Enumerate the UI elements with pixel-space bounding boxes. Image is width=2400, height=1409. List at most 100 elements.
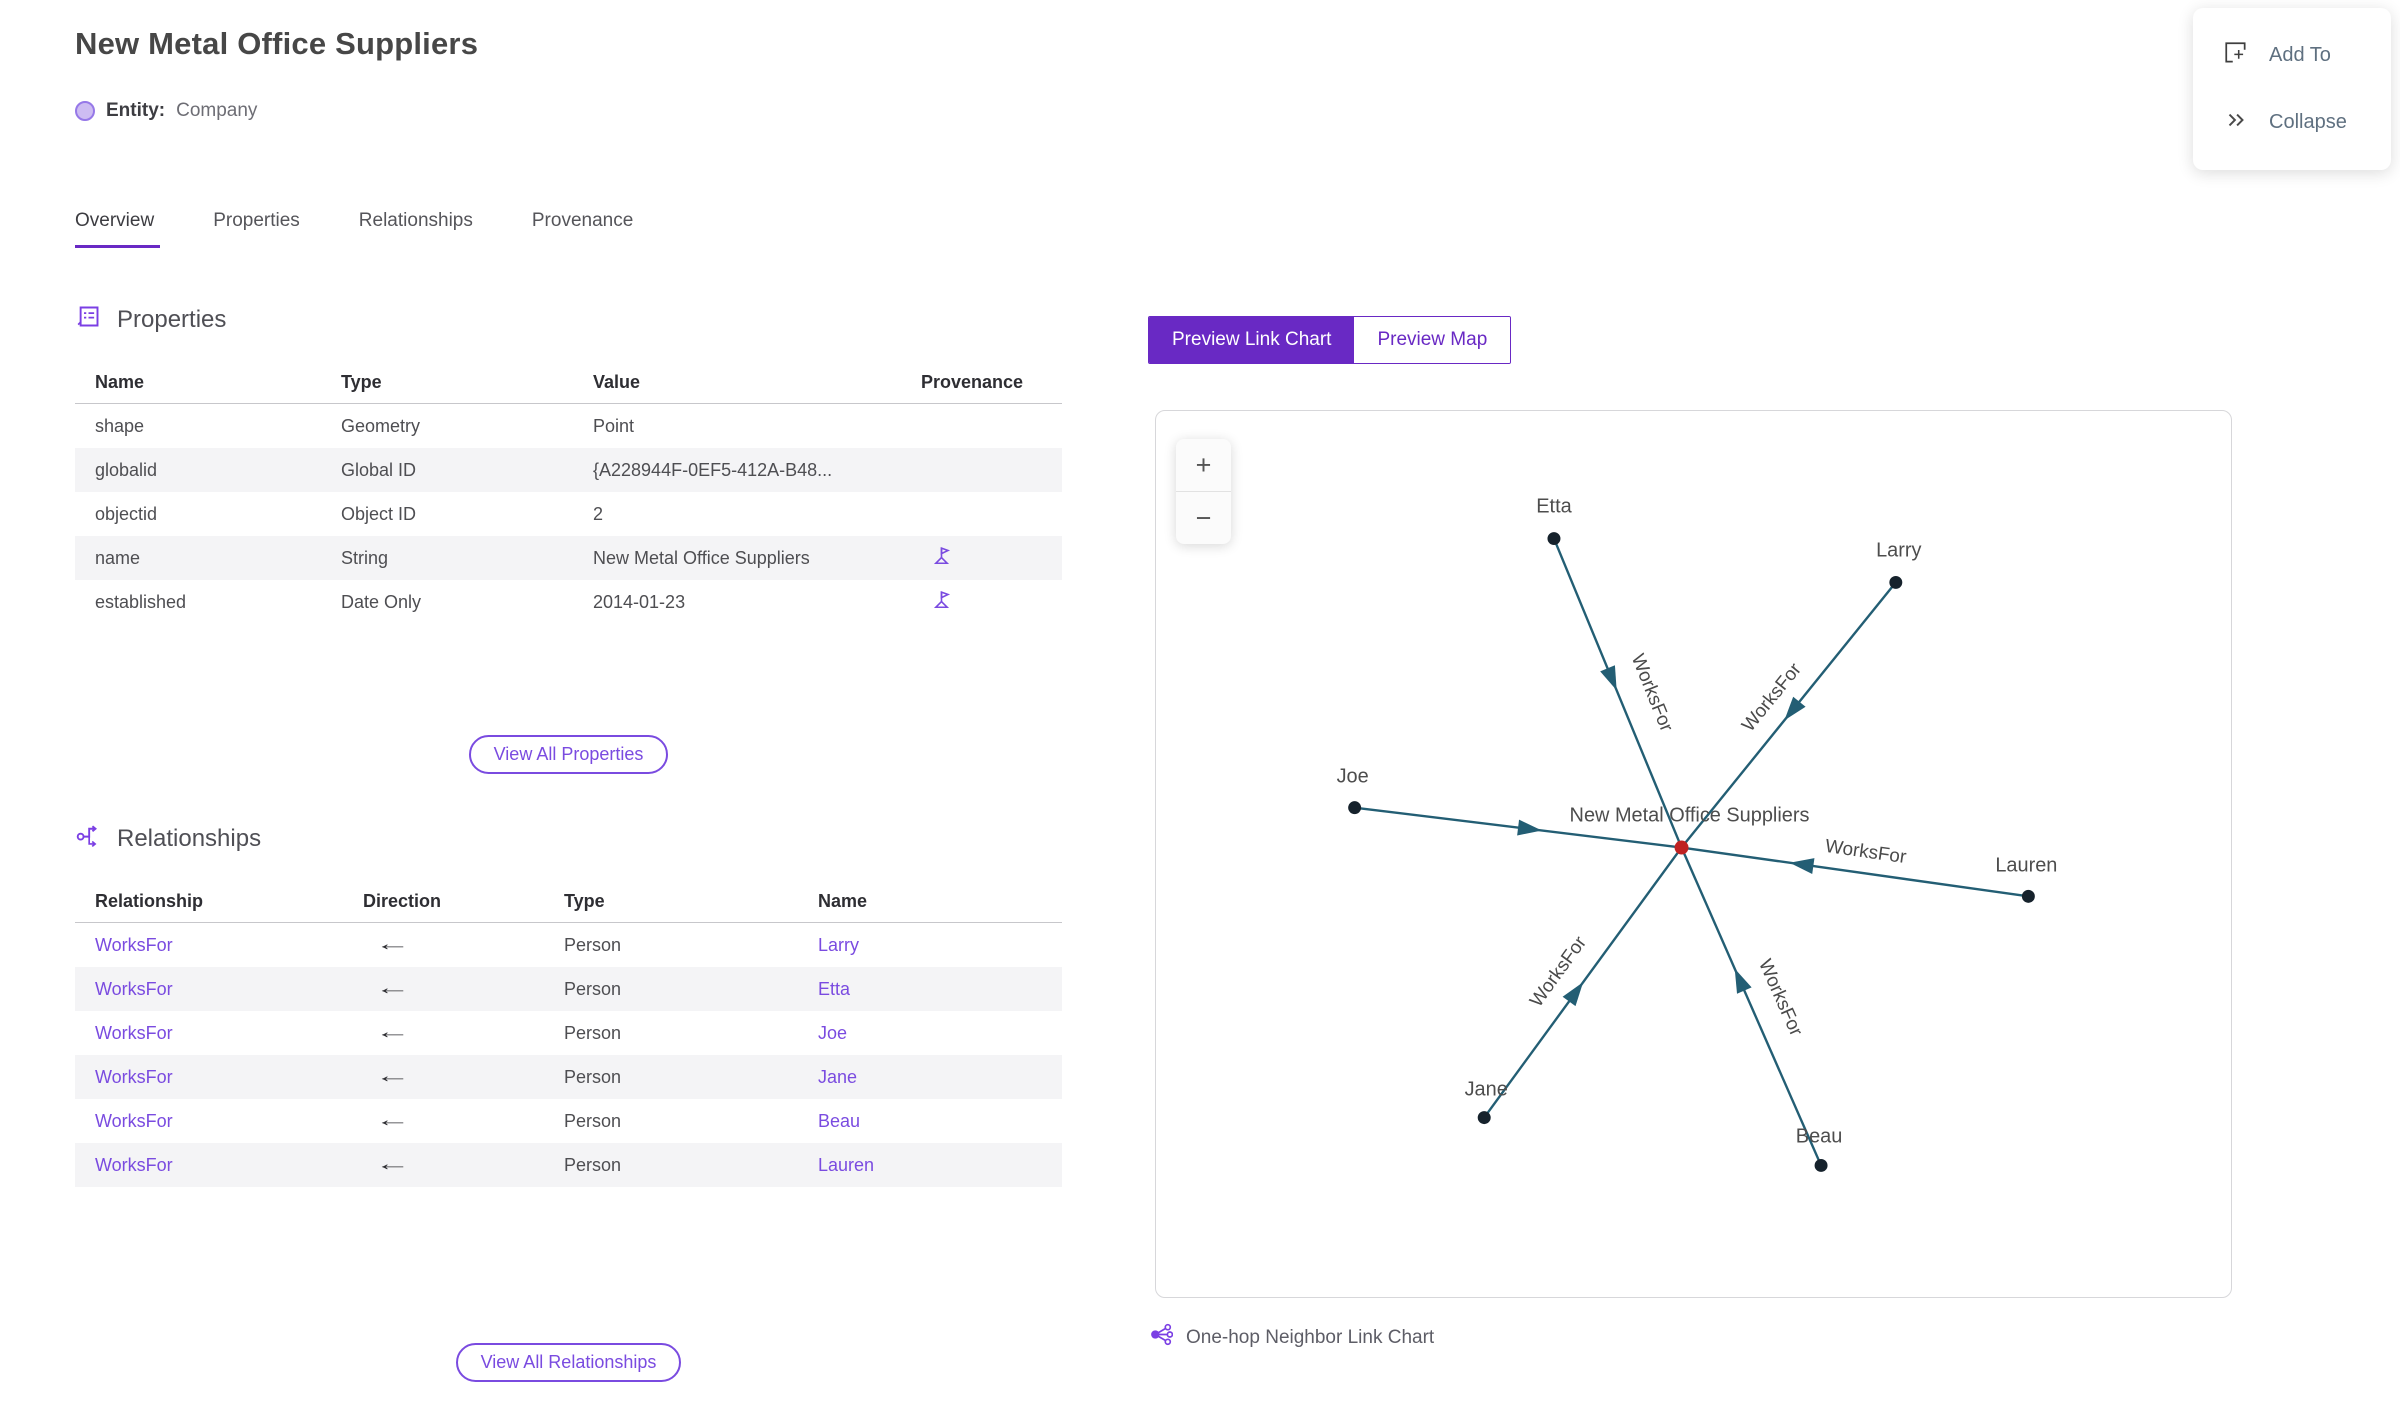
zoom-control: + − [1176, 439, 1231, 544]
one-hop-link-chart-icon [1148, 1322, 1174, 1353]
edge-arrow-lauren [1789, 858, 1815, 874]
flag-icon[interactable] [921, 545, 952, 571]
link-chart-canvas[interactable]: WorksFor WorksFor WorksFor WorksFor WorksFor… [1156, 411, 2230, 1296]
relationship-name-link[interactable]: Lauren [818, 1154, 875, 1175]
relationship-name-link[interactable]: Jane [818, 1066, 858, 1087]
node-lauren[interactable] [2021, 889, 2035, 903]
relationships-section-title: Relationships [117, 825, 262, 852]
double-chevron-right-icon [2223, 107, 2249, 139]
property-name-cell: objectid [95, 503, 158, 524]
property-name-cell: shape [95, 415, 145, 436]
property-value-cell: 2014-01-23 [593, 591, 686, 612]
entity-type-value: Company [176, 100, 258, 121]
edge-arrow-larry [1784, 696, 1806, 721]
zoom-in-button[interactable]: + [1195, 449, 1212, 480]
tab-provenance[interactable]: Provenance [531, 210, 634, 231]
view-all-properties-button[interactable]: View All Properties [468, 735, 669, 774]
entity-type-badge [75, 101, 95, 121]
add-to-frame-icon [2223, 40, 2249, 72]
relationships-table-row: WorksFor ← Person Etta [75, 967, 1062, 1011]
left-arrow-icon: ← [374, 1066, 411, 1087]
node-joe[interactable] [1348, 801, 1362, 815]
page-title: New Metal Office Suppliers [75, 26, 479, 61]
relationship-type-link[interactable]: WorksFor [95, 1154, 173, 1175]
node-label-company: New Metal Office Suppliers [1570, 805, 1810, 827]
relationships-table-row: WorksFor ← Person Larry [75, 923, 1062, 967]
property-name-cell: name [95, 547, 141, 568]
preview-segment-link-chart[interactable]: Preview Link Chart [1149, 317, 1355, 363]
relationship-type-link[interactable]: WorksFor [95, 978, 173, 999]
left-arrow-icon: ← [374, 1154, 411, 1175]
relationship-direction-cell: ← [363, 1022, 564, 1044]
edge-arrow-etta [1600, 665, 1617, 691]
add-to-button[interactable]: Add To [2223, 40, 2391, 72]
node-label-beau: Beau [1796, 1126, 1843, 1148]
properties-table-row: name String New Metal Office Suppliers [75, 536, 1062, 580]
edge-arrow-jane [1562, 982, 1584, 1007]
preview-segment-map[interactable]: Preview Map [1354, 317, 1511, 363]
collapse-button[interactable]: Collapse [2223, 107, 2391, 139]
relationship-name-link[interactable]: Beau [818, 1110, 861, 1131]
node-beau[interactable] [1814, 1158, 1828, 1172]
property-type-cell: Date Only [341, 591, 422, 612]
edge-line-lauren [1681, 846, 2029, 898]
edge-label-jane: WorksFor [1526, 933, 1591, 1011]
node-company-center[interactable] [1674, 840, 1689, 855]
left-arrow-icon: ← [374, 978, 411, 999]
relationship-name-link[interactable]: Larry [818, 934, 860, 955]
node-label-joe: Joe [1337, 766, 1369, 788]
left-arrow-icon: ← [374, 1022, 411, 1043]
relationship-direction-cell: ← [363, 978, 564, 1000]
edge-label-larry: WorksFor [1738, 659, 1806, 736]
zoom-out-button[interactable]: − [1176, 491, 1231, 544]
tab-overview[interactable]: Overview [75, 210, 161, 248]
tab-properties[interactable]: Properties [213, 210, 300, 231]
relationship-entity-type-cell: Person [564, 1022, 622, 1043]
relationship-name-link[interactable]: Etta [818, 978, 851, 999]
relationship-name-link[interactable]: Joe [818, 1022, 848, 1043]
relationships-column-header: Name [818, 890, 868, 911]
properties-table-row: objectid Object ID 2 [75, 492, 1062, 536]
properties-table-row: shape Geometry Point [75, 404, 1062, 448]
property-name-cell: globalid [95, 459, 158, 480]
relationships-table-header: Relationship Direction Type Name [75, 880, 1062, 923]
edge-line-beau [1680, 847, 1823, 1166]
collapse-label: Collapse [2269, 111, 2347, 133]
edge-arrow-beau [1734, 968, 1752, 994]
properties-column-header: Name [95, 371, 145, 392]
node-larry[interactable] [1889, 575, 1903, 589]
node-jane[interactable] [1477, 1111, 1491, 1125]
tab-relationships[interactable]: Relationships [358, 210, 473, 231]
relationship-type-link[interactable]: WorksFor [95, 934, 173, 955]
relationship-type-link[interactable]: WorksFor [95, 1110, 173, 1131]
properties-table: Name Type Value Provenance shape Geometry Poi… [75, 361, 1062, 624]
link-chart-panel: WorksFor WorksFor WorksFor WorksFor WorksFor… [1155, 410, 2232, 1298]
properties-table-row: established Date Only 2014-01-23 [75, 580, 1062, 624]
node-etta[interactable] [1547, 532, 1561, 546]
relationship-direction-cell: ← [363, 934, 564, 956]
property-type-cell: Geometry [341, 415, 421, 436]
relationship-entity-type-cell: Person [564, 1154, 622, 1175]
view-all-relationships-button[interactable]: View All Relationships [455, 1343, 682, 1382]
properties-table-header: Name Type Value Provenance [75, 361, 1062, 404]
property-provenance-cell [921, 589, 1062, 615]
tab-bar: Overview Properties Relationships Provenanc… [75, 210, 639, 248]
relationship-entity-type-cell: Person [564, 1066, 622, 1087]
relationships-column-header: Relationship [95, 890, 204, 911]
chart-caption: One-hop Neighbor Link Chart [1148, 1322, 1434, 1353]
entity-subtitle: Entity: Company [75, 100, 257, 122]
relationships-table: Relationship Direction Type Name WorksFor ← P… [75, 880, 1062, 1187]
properties-column-header: Provenance [921, 371, 1024, 392]
relationship-type-link[interactable]: WorksFor [95, 1022, 173, 1043]
relationships-table-row: WorksFor ← Person Jane [75, 1055, 1062, 1099]
property-value-cell: {A228944F-0EF5-412A-B48... [593, 459, 833, 480]
relationships-section: Relationships Relationship Direction Type N… [75, 822, 1062, 1187]
property-value-cell: Point [593, 415, 635, 436]
properties-section-header: Properties [75, 303, 1062, 337]
relationships-table-row: WorksFor ← Person Joe [75, 1011, 1062, 1055]
relationships-column-header: Type [564, 890, 605, 911]
relationship-type-link[interactable]: WorksFor [95, 1066, 173, 1087]
relationship-entity-type-cell: Person [564, 934, 622, 955]
flag-icon[interactable] [921, 589, 952, 615]
chart-caption-label: One-hop Neighbor Link Chart [1186, 1326, 1435, 1348]
